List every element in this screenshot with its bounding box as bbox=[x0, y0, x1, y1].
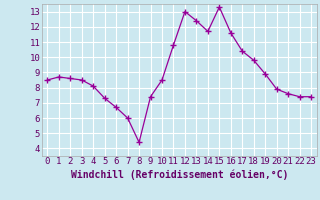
X-axis label: Windchill (Refroidissement éolien,°C): Windchill (Refroidissement éolien,°C) bbox=[70, 169, 288, 180]
